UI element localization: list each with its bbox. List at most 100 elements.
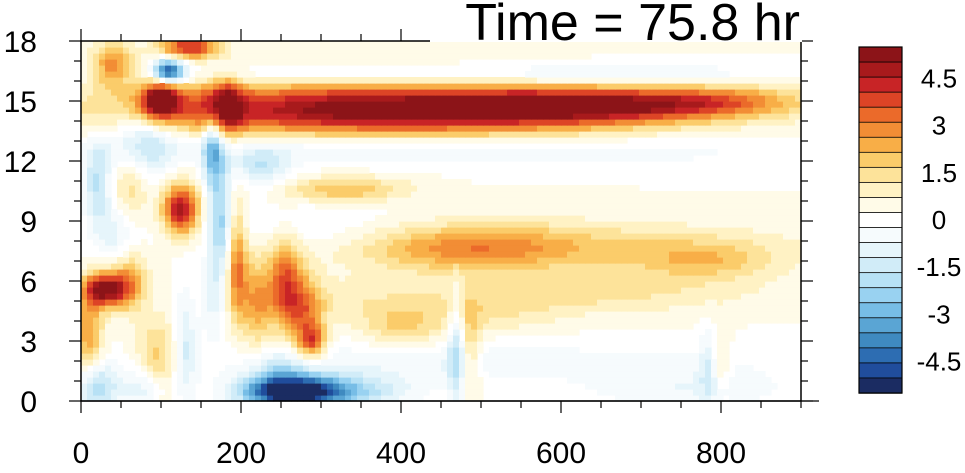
heatmap-cell [723,359,730,366]
heatmap-cell [291,311,298,318]
heatmap-cell [567,305,574,312]
heatmap-cell [255,341,262,348]
heatmap-cell [675,299,682,306]
heatmap-cell [609,359,616,366]
heatmap-cell [531,113,538,120]
heatmap-cell [537,113,544,120]
heatmap-cell [111,143,118,150]
heatmap-cell [213,377,220,384]
heatmap-cell [279,305,286,312]
heatmap-cell [225,269,232,276]
heatmap-cell [81,275,88,282]
heatmap-cell [345,185,352,192]
heatmap-cell [417,329,424,336]
heatmap-cell [225,335,232,342]
heatmap-cell [603,197,610,204]
heatmap-cell [777,269,784,276]
heatmap-cell [477,335,484,342]
heatmap-cell [663,317,670,324]
heatmap-cell [243,311,250,318]
heatmap-cell [705,227,712,234]
heatmap-cell [765,383,772,390]
heatmap-cell [213,257,220,264]
heatmap-cell [747,203,754,210]
heatmap-cell [465,227,472,234]
heatmap-cell [81,131,88,138]
heatmap-cell [477,101,484,108]
heatmap-cell [309,137,316,144]
heatmap-cell [693,239,700,246]
heatmap-cell [447,203,454,210]
heatmap-cell [405,335,412,342]
heatmap-cell [471,119,478,126]
heatmap-cell [693,113,700,120]
heatmap-cell [105,365,112,372]
heatmap-cell [687,263,694,270]
heatmap-cell [87,395,94,402]
heatmap-cell [615,305,622,312]
heatmap-cell [405,257,412,264]
heatmap-cell [297,155,304,162]
heatmap-cell [735,101,742,108]
heatmap-cell [495,305,502,312]
heatmap-cell [753,203,760,210]
heatmap-cell [123,233,130,240]
heatmap-cell [93,197,100,204]
heatmap-cell [225,221,232,228]
heatmap-cell [603,353,610,360]
heatmap-cell [693,287,700,294]
heatmap-cell [585,125,592,132]
heatmap-cell [783,131,790,138]
heatmap-cell [423,125,430,132]
heatmap-cell [99,245,106,252]
heatmap-cell [123,323,130,330]
heatmap-cell [657,239,664,246]
heatmap-cell [429,173,436,180]
heatmap-cell [723,317,730,324]
heatmap-cell [387,305,394,312]
heatmap-cell [669,149,676,156]
heatmap-cell [495,119,502,126]
heatmap-cell [525,293,532,300]
heatmap-cell [165,377,172,384]
heatmap-cell [411,383,418,390]
heatmap-cell [423,179,430,186]
heatmap-cell [489,263,496,270]
heatmap-cell [441,131,448,138]
heatmap-cell [477,137,484,144]
heatmap-cell [423,323,430,330]
heatmap-cell [693,317,700,324]
heatmap-cell [627,383,634,390]
heatmap-cell [237,113,244,120]
heatmap-cell [333,203,340,210]
heatmap-cell [759,287,766,294]
heatmap-cell [387,293,394,300]
heatmap-cell [129,281,136,288]
heatmap-cell [441,371,448,378]
heatmap-cell [579,323,586,330]
heatmap-cell [261,125,268,132]
heatmap-cell [669,323,676,330]
heatmap-cell [195,221,202,228]
heatmap-cell [453,299,460,306]
heatmap-cell [201,323,208,330]
heatmap-cell [423,95,430,102]
heatmap-cell [555,107,562,114]
heatmap-cell [549,365,556,372]
heatmap-cell [561,113,568,120]
heatmap-cell [339,377,346,384]
heatmap-cell [333,287,340,294]
heatmap-cell [795,275,802,282]
heatmap-cell [459,239,466,246]
heatmap-cell [93,359,100,366]
heatmap-cell [429,383,436,390]
heatmap-cell [135,131,142,138]
heatmap-cell [675,101,682,108]
heatmap-cell [381,101,388,108]
heatmap-cell [93,113,100,120]
heatmap-cell [417,191,424,198]
heatmap-cell [327,299,334,306]
heatmap-cell [621,383,628,390]
heatmap-cell [141,101,148,108]
heatmap-cell [201,155,208,162]
